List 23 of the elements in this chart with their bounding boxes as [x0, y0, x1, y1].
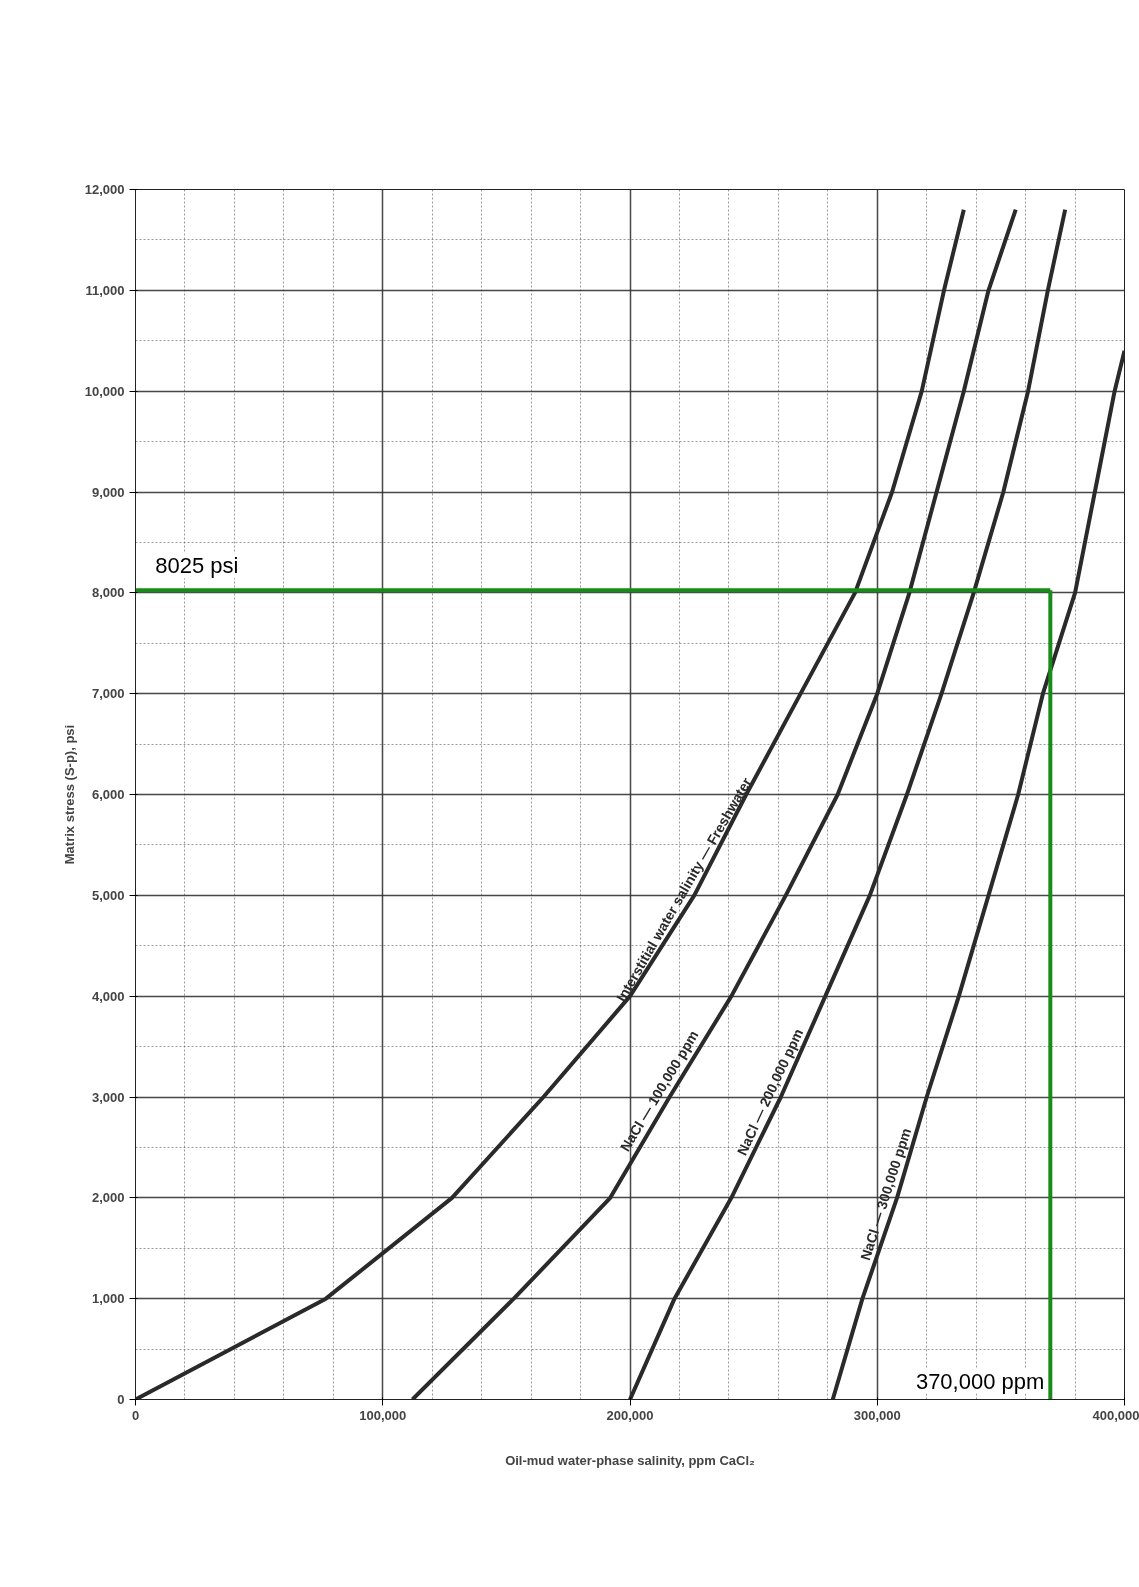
y-tick-label: 11,000	[85, 282, 125, 298]
y-tick-label: 9,000	[91, 484, 125, 500]
ref-line-label: 370,000 ppm	[915, 1368, 1045, 1394]
x-axis-title: Oil-mud water-phase salinity, ppm CaCl₂	[505, 1452, 756, 1468]
y-tick-label: 6,000	[91, 787, 125, 802]
y-tick-label: 7,000	[91, 686, 125, 702]
y-tick-label: 1,000	[91, 1291, 125, 1307]
y-tick-label: 3,000	[91, 1089, 125, 1105]
y-tick-label: 10,000	[84, 383, 125, 399]
x-tick-label: 100,000	[359, 1407, 407, 1423]
x-tick-label: 200,000	[606, 1407, 654, 1423]
text: NaCl — 300,000 ppm	[857, 1126, 915, 1263]
y-tick-label: 4,000	[91, 988, 125, 1004]
x-tick-label: 300,000	[853, 1407, 901, 1423]
y-tick-label: 2,000	[91, 1190, 125, 1206]
y-tick-label: 12,000	[84, 182, 125, 197]
y-tick-label: 0	[117, 1392, 125, 1407]
y-tick-label: 8,000	[91, 585, 125, 601]
y-axis-title: Matrix stress (S-p), psi	[61, 724, 77, 865]
x-tick-label: 0	[131, 1407, 140, 1423]
y-tick-label: 5,000	[91, 887, 125, 903]
ref-line-label: 8025 psi	[155, 553, 239, 579]
x-tick-label: 400,000	[1092, 1407, 1139, 1423]
